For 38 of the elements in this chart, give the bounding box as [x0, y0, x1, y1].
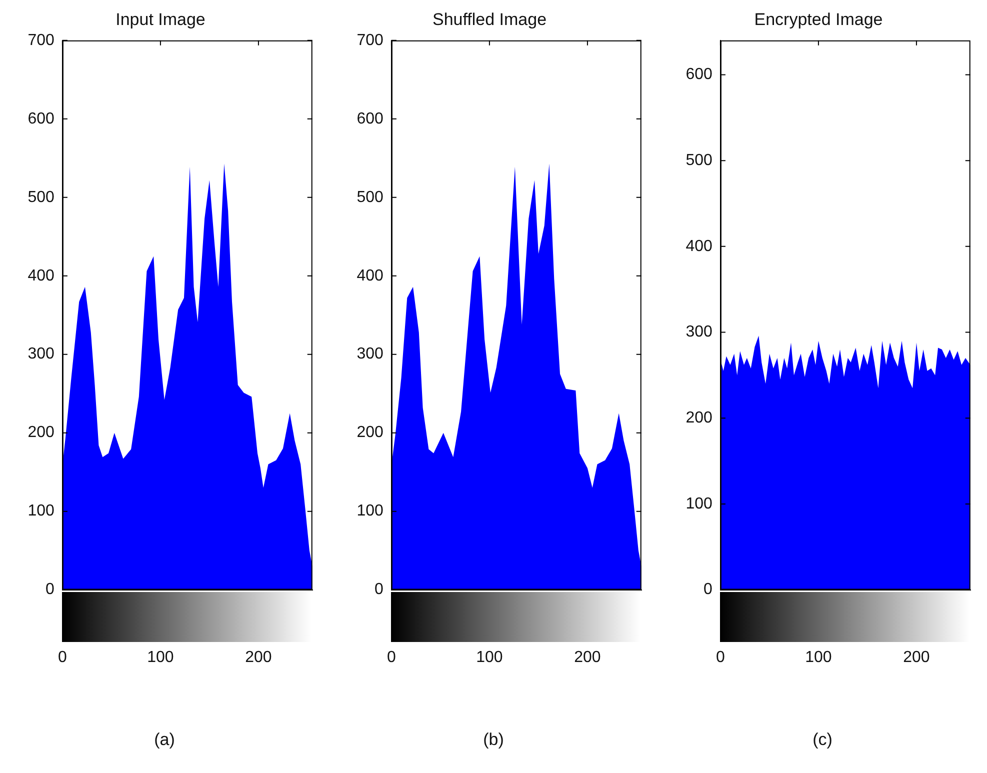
y-tick-label: 500 [686, 152, 713, 169]
y-tick-label: 0 [374, 581, 384, 598]
text: (c) [812, 730, 834, 750]
y-tick-label: 600 [356, 110, 384, 128]
x-tick-label: 0 [716, 648, 725, 666]
y-tick-label: 100 [686, 495, 713, 512]
x-tick-label: 0 [58, 648, 67, 666]
y-tick-label: 300 [28, 346, 55, 363]
y-tick-label: 200 [356, 424, 384, 442]
text: (b) [482, 730, 505, 750]
y-tick-label: 200 [28, 424, 55, 442]
chart-title: Shuffled Image [432, 10, 547, 29]
y-tick-label: 400 [686, 238, 713, 255]
y-tick-label: 700 [356, 32, 384, 49]
x-tick-label: 200 [903, 648, 930, 666]
y-tick-label: 600 [28, 110, 55, 128]
x-tick-label: 200 [245, 648, 272, 666]
text: (a) [153, 730, 176, 750]
y-tick-label: 400 [356, 267, 384, 284]
y-tick-label: 600 [686, 66, 713, 84]
y-tick-label: 100 [28, 502, 55, 520]
y-tick-label: 300 [686, 324, 713, 341]
y-tick-label: 500 [356, 188, 384, 206]
y-tick-label: 400 [28, 267, 55, 284]
y-tick-label: 100 [356, 502, 384, 520]
y-tick-label: 0 [46, 581, 55, 598]
chart-title: Input Image [116, 10, 206, 29]
x-tick-label: 100 [476, 648, 503, 666]
y-tick-label: 200 [686, 410, 713, 427]
x-tick-label: 200 [574, 648, 601, 666]
x-tick-label: 100 [805, 648, 832, 666]
y-tick-label: 700 [28, 32, 55, 49]
x-tick-label: 0 [386, 648, 396, 666]
y-tick-label: 500 [28, 188, 55, 206]
x-tick-label: 100 [147, 648, 174, 666]
chart-title: Encrypted Image [754, 10, 883, 29]
y-tick-label: 0 [704, 581, 713, 598]
y-tick-label: 300 [356, 346, 384, 363]
